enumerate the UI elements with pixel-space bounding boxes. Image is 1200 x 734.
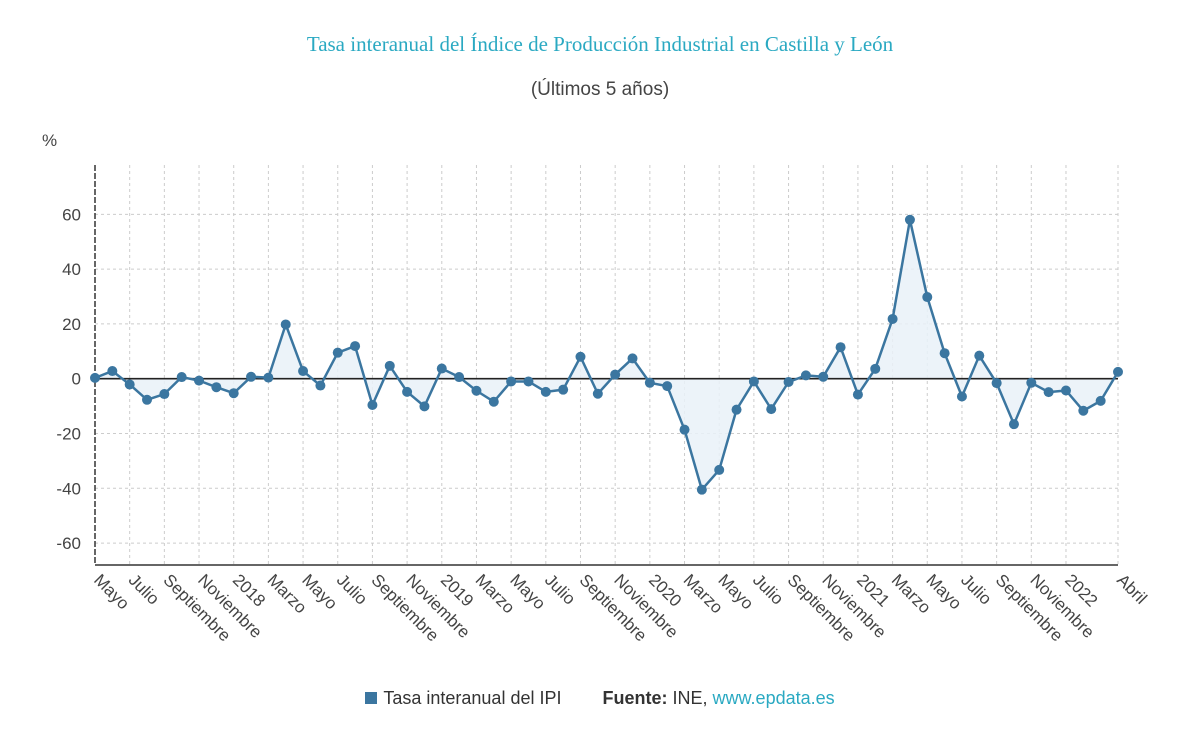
y-tick-label: -60 — [56, 534, 81, 553]
data-point[interactable] — [246, 371, 257, 382]
data-point[interactable] — [419, 401, 430, 412]
data-point[interactable] — [228, 388, 239, 399]
data-point[interactable] — [956, 391, 967, 402]
data-point[interactable] — [194, 375, 205, 386]
data-point[interactable] — [818, 371, 829, 382]
area-fill — [95, 219, 1118, 490]
data-point[interactable] — [436, 363, 447, 374]
data-point[interactable] — [922, 292, 933, 303]
legend-swatch — [365, 692, 378, 704]
data-point[interactable] — [610, 369, 621, 380]
y-tick-label: -40 — [56, 479, 81, 498]
series-points — [90, 214, 1123, 495]
data-point[interactable] — [904, 214, 915, 225]
data-point[interactable] — [367, 400, 378, 410]
x-tick-label: Julio — [749, 570, 787, 608]
data-point[interactable] — [211, 382, 222, 393]
data-point[interactable] — [714, 464, 725, 475]
x-tick-label: Julio — [333, 570, 371, 608]
x-tick-label: Julio — [541, 570, 579, 608]
data-point[interactable] — [159, 389, 170, 400]
y-tick-label: -20 — [56, 424, 81, 443]
legend: Tasa interanual del IPI Fuente: INE, www… — [0, 688, 1200, 709]
data-point[interactable] — [1078, 405, 1089, 416]
x-tick-label: Mayo — [90, 570, 133, 613]
source-value: INE, — [672, 688, 708, 708]
data-point[interactable] — [575, 351, 586, 362]
data-point[interactable] — [471, 385, 482, 396]
data-point[interactable] — [974, 350, 985, 361]
data-point[interactable] — [263, 372, 274, 383]
data-point[interactable] — [454, 372, 465, 383]
data-point[interactable] — [783, 376, 794, 387]
data-point[interactable] — [662, 381, 673, 392]
data-point[interactable] — [107, 366, 118, 377]
data-point[interactable] — [766, 404, 777, 415]
data-point[interactable] — [1008, 419, 1019, 430]
source-label: Fuente: — [602, 688, 668, 708]
data-point[interactable] — [124, 379, 135, 390]
data-point[interactable] — [644, 377, 655, 388]
data-point[interactable] — [852, 389, 863, 400]
data-point[interactable] — [506, 376, 517, 387]
data-point[interactable] — [523, 376, 534, 387]
data-point[interactable] — [679, 424, 690, 435]
data-point[interactable] — [384, 360, 395, 371]
data-point[interactable] — [176, 372, 187, 383]
series-line-path — [94, 218, 1120, 491]
data-point[interactable] — [627, 353, 638, 364]
data-point[interactable] — [748, 376, 759, 387]
data-point[interactable] — [280, 319, 291, 330]
y-tick-label: 40 — [62, 260, 81, 279]
data-point[interactable] — [298, 366, 309, 377]
series-line — [94, 218, 1120, 491]
x-tick-label: Abril — [1113, 570, 1150, 607]
data-point[interactable] — [1026, 377, 1037, 388]
data-point[interactable] — [1113, 366, 1123, 377]
chart-subtitle: (Últimos 5 años) — [530, 79, 670, 100]
y-axis-label: % — [42, 131, 57, 150]
data-point[interactable] — [1095, 395, 1106, 406]
data-point[interactable] — [696, 484, 707, 495]
y-tick-label: 20 — [62, 315, 81, 334]
data-point[interactable] — [488, 396, 499, 407]
source-link[interactable]: www.epdata.es — [712, 688, 835, 708]
legend-series-label: Tasa interanual del IPI — [383, 688, 562, 708]
data-point[interactable] — [142, 394, 153, 405]
data-point[interactable] — [1060, 385, 1071, 396]
data-point[interactable] — [350, 341, 361, 352]
data-point[interactable] — [315, 380, 326, 391]
x-tick-label: Julio — [125, 570, 163, 608]
data-point[interactable] — [870, 363, 881, 374]
axes — [94, 165, 1118, 566]
data-point[interactable] — [540, 386, 551, 397]
data-point[interactable] — [800, 370, 811, 381]
x-tick-label: Julio — [957, 570, 995, 608]
data-point[interactable] — [332, 347, 343, 358]
data-point[interactable] — [835, 342, 846, 353]
data-point[interactable] — [939, 348, 950, 359]
data-point[interactable] — [402, 386, 413, 397]
area-fill-path — [95, 219, 1118, 490]
data-point[interactable] — [887, 313, 898, 324]
data-point[interactable] — [592, 388, 603, 399]
data-point[interactable] — [731, 404, 742, 415]
data-point[interactable] — [558, 384, 569, 395]
data-point[interactable] — [90, 372, 100, 383]
y-tick-label: 60 — [62, 205, 81, 224]
grid — [95, 165, 1119, 565]
data-point[interactable] — [1043, 387, 1054, 398]
data-point[interactable] — [991, 378, 1002, 389]
chart-title: Tasa interanual del Índice de Producción… — [306, 32, 894, 56]
y-tick-label: 0 — [72, 370, 81, 389]
